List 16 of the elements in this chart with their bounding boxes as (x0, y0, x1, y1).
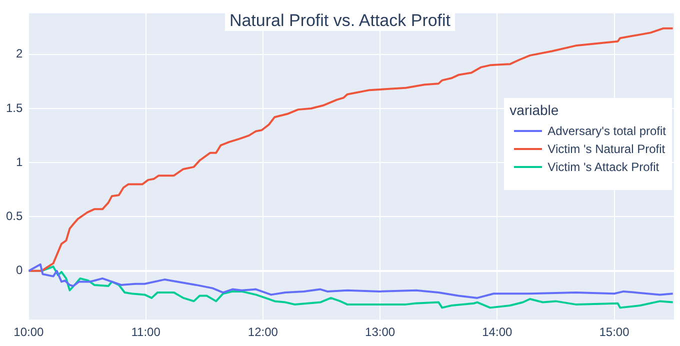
x-tick-label: 11:00 (131, 325, 161, 340)
y-tick-label: 0.5 (6, 209, 23, 224)
x-tick-label: 15:00 (599, 325, 630, 340)
legend-label: Victim 's Attack Profit (548, 160, 660, 174)
x-tick-label: 12:00 (248, 325, 278, 340)
x-tick-label: 14:00 (482, 325, 512, 340)
y-tick-label: 2 (16, 46, 23, 61)
x-tick-label: 10:00 (14, 325, 44, 340)
y-tick-label: 1 (16, 154, 23, 169)
y-tick-label: 0 (16, 263, 23, 278)
legend-label: Adversary's total profit (548, 124, 666, 138)
y-tick-label: 1.5 (6, 100, 23, 115)
chart-title: Natural Profit vs. Attack Profit (225, 10, 455, 31)
legend-title: variable (510, 102, 560, 118)
x-tick-label: 13:00 (365, 325, 396, 340)
legend-label: Victim 's Natural Profit (548, 142, 666, 156)
